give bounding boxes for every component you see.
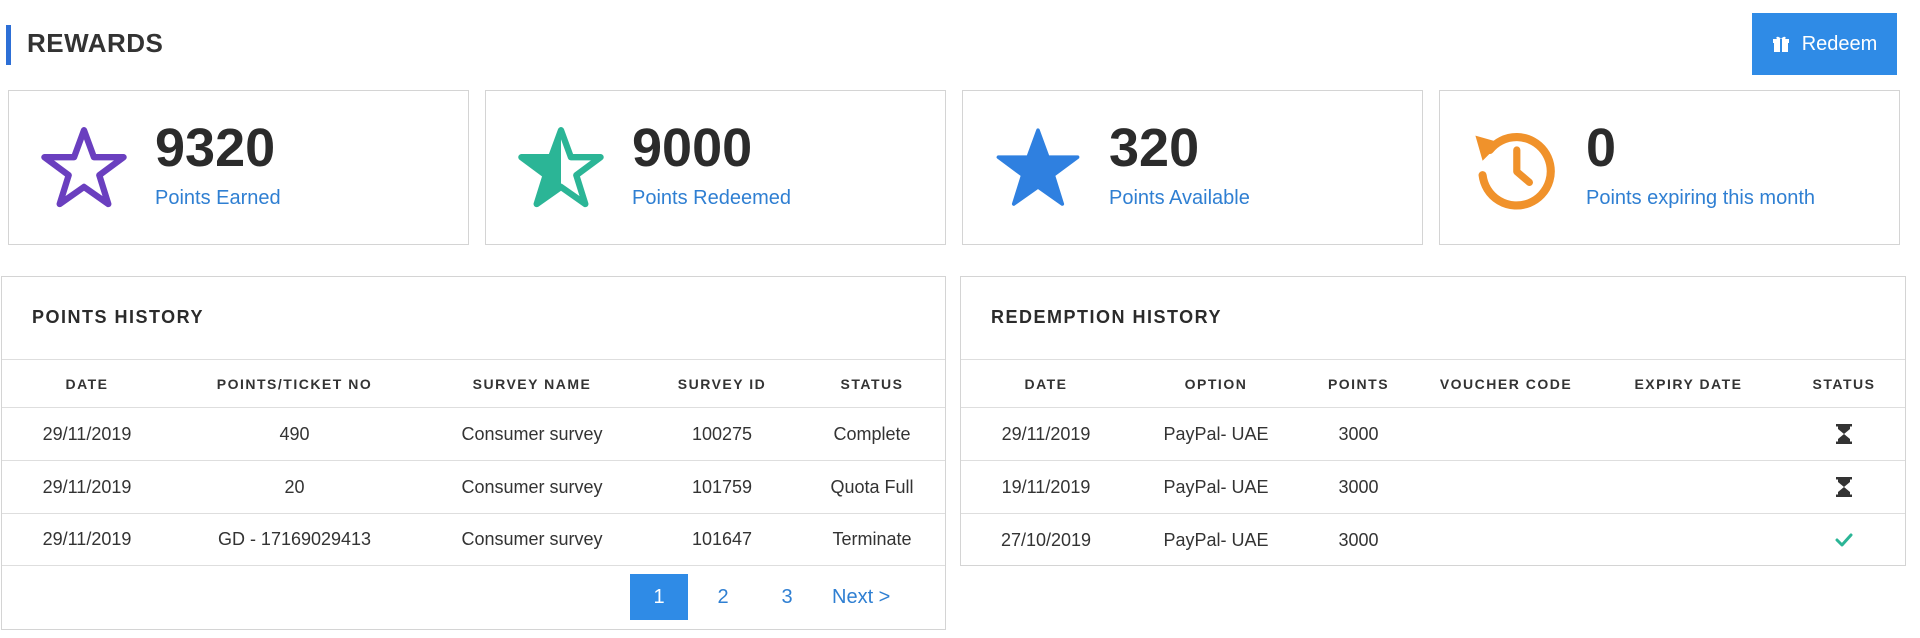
- option-cell: PayPal- UAE: [1163, 476, 1269, 497]
- stat-card-redeemed: 9000 Points Redeemed: [485, 90, 946, 245]
- redeem-label: Redeem: [1801, 32, 1878, 55]
- table-row: 29/11/2019 20 Consumer survey 101759 Quo…: [2, 460, 945, 513]
- status-cell: Terminate: [832, 529, 912, 549]
- stat-label: Points Redeemed: [632, 187, 791, 209]
- voucher-code-cell: [1416, 514, 1596, 566]
- survey-id-cell: 101647: [691, 529, 753, 549]
- stat-card-earned: 9320 Points Earned: [8, 90, 469, 245]
- stat-value: 9320: [155, 118, 276, 178]
- voucher-code-cell: [1416, 461, 1596, 513]
- column-header: VOUCHER CODE: [1439, 375, 1573, 392]
- column-header: SURVEY ID: [677, 375, 767, 392]
- points-cell: 3000: [1338, 476, 1379, 497]
- stat-label: Points expiring this month: [1586, 187, 1816, 209]
- table-row: 29/11/2019 490 Consumer survey 100275 Co…: [2, 407, 945, 460]
- expiry-date-cell: [1596, 514, 1781, 566]
- stat-value: 320: [1109, 118, 1200, 178]
- option-cell: PayPal- UAE: [1163, 529, 1269, 550]
- status-cell: [1781, 514, 1907, 566]
- column-header: POINTS: [1327, 375, 1390, 392]
- survey-id-cell: 100275: [691, 423, 753, 444]
- points-history-panel: POINTS HISTORY DATE POINTS/TICKET NO SUR…: [1, 276, 946, 630]
- next-page-button[interactable]: Next >: [832, 585, 891, 608]
- date-cell: 19/11/2019: [1001, 476, 1091, 497]
- survey-name-cell: Consumer survey: [461, 529, 603, 549]
- redemption-history-panel: REDEMPTION HISTORY DATE OPTION POINTS VO…: [960, 276, 1906, 566]
- voucher-code-cell: [1416, 408, 1596, 460]
- stat-label: Points Earned: [155, 187, 281, 209]
- star-outline-icon: [41, 127, 127, 208]
- table-row: 27/10/2019 PayPal- UAE 3000: [961, 513, 1905, 566]
- survey-name-cell: Consumer survey: [461, 476, 603, 497]
- hourglass-icon: [1836, 424, 1852, 444]
- survey-id-cell: 101759: [691, 476, 753, 497]
- page-3-button[interactable]: 3: [781, 585, 793, 608]
- table-row: 29/11/2019 PayPal- UAE 3000: [961, 407, 1905, 460]
- date-cell: 29/11/2019: [1001, 423, 1091, 444]
- stat-label: Points Available: [1109, 187, 1250, 209]
- panel-title: REDEMPTION HISTORY: [991, 307, 1223, 327]
- status-cell: Complete: [833, 423, 911, 444]
- history-clock-icon: [1475, 133, 1555, 210]
- panel-title: POINTS HISTORY: [32, 307, 205, 327]
- status-cell: [1781, 461, 1907, 513]
- title-accent-bar: [6, 25, 11, 65]
- star-filled-icon: [996, 128, 1080, 206]
- column-header: DATE: [65, 375, 109, 392]
- page-1-button[interactable]: 1: [630, 574, 688, 620]
- column-header: POINTS/TICKET NO: [216, 375, 373, 392]
- survey-name-cell: Consumer survey: [461, 423, 603, 444]
- page-2-button[interactable]: 2: [717, 585, 729, 608]
- stat-card-expiring: 0 Points expiring this month: [1439, 90, 1900, 245]
- star-half-icon: [518, 127, 604, 208]
- status-cell: Quota Full: [830, 476, 914, 497]
- date-cell: 29/11/2019: [42, 423, 132, 444]
- points-cell: 3000: [1338, 423, 1379, 444]
- stat-value: 0: [1586, 118, 1617, 178]
- expiry-date-cell: [1596, 408, 1781, 460]
- stat-value: 9000: [632, 118, 753, 178]
- option-cell: PayPal- UAE: [1163, 423, 1269, 444]
- column-header: EXPIRY DATE: [1634, 375, 1743, 392]
- stat-card-available: 320 Points Available: [962, 90, 1423, 245]
- column-header: SURVEY NAME: [472, 375, 592, 392]
- column-header: OPTION: [1184, 375, 1248, 392]
- table-row: 29/11/2019 GD - 17169029413 Consumer sur…: [2, 513, 945, 566]
- date-cell: 29/11/2019: [42, 529, 132, 549]
- column-header: STATUS: [1812, 375, 1876, 392]
- redemption-history-table: DATE OPTION POINTS VOUCHER CODE EXPIRY D…: [961, 359, 1905, 566]
- expiry-date-cell: [1596, 461, 1781, 513]
- date-cell: 29/11/2019: [42, 476, 132, 497]
- points-cell: 20: [284, 476, 305, 497]
- date-cell: 27/10/2019: [1000, 529, 1092, 550]
- table-row: 19/11/2019 PayPal- UAE 3000: [961, 460, 1905, 513]
- column-header: STATUS: [840, 375, 904, 392]
- pagination: 1 2 3 Next >: [630, 574, 896, 620]
- table-header-row: DATE OPTION POINTS VOUCHER CODE EXPIRY D…: [961, 359, 1905, 407]
- page-title: REWARDS: [27, 28, 164, 58]
- column-header: DATE: [1024, 375, 1068, 392]
- points-cell: 3000: [1338, 529, 1379, 550]
- points-cell: 490: [279, 423, 310, 444]
- status-cell: [1781, 408, 1907, 460]
- check-icon: [1835, 533, 1853, 547]
- points-history-table: DATE POINTS/TICKET NO SURVEY NAME SURVEY…: [2, 359, 945, 566]
- table-header-row: DATE POINTS/TICKET NO SURVEY NAME SURVEY…: [2, 359, 945, 407]
- redeem-button[interactable]: Redeem: [1752, 13, 1897, 75]
- gift-icon: [1772, 36, 1789, 52]
- points-cell: GD - 17169029413: [217, 529, 372, 549]
- hourglass-icon: [1836, 477, 1852, 497]
